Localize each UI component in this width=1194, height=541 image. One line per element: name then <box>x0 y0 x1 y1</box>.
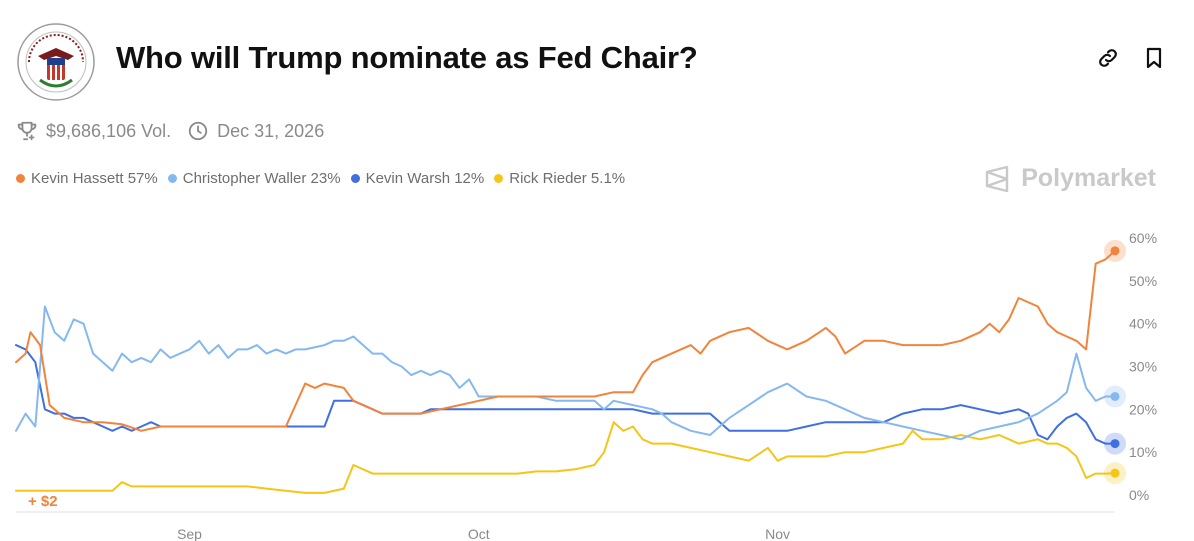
y-tick-label: 10% <box>1129 444 1157 460</box>
polymarket-logo-icon <box>986 165 1009 192</box>
polymarket-brand: Polymarket <box>983 164 1156 193</box>
x-axis: Sep Oct Nov <box>16 511 1115 541</box>
polymarket-brand-name: Polymarket <box>1021 164 1156 192</box>
x-tick-label: Sep <box>177 526 202 541</box>
legend-dot-hassett <box>16 174 25 183</box>
series-line-christopher-waller <box>15 305 1116 441</box>
legend-item-warsh[interactable]: Kevin Warsh 12% <box>350 170 485 187</box>
legend-label-rieder: Rick Rieder 5.1% <box>509 170 626 187</box>
legend-dot-warsh <box>350 174 360 183</box>
gain-annotation: + $2 <box>28 493 58 510</box>
series-line-rick-rieder <box>15 421 1116 494</box>
series-endpoints <box>1104 239 1126 485</box>
series-lines <box>15 249 1116 494</box>
clock-icon <box>188 121 208 141</box>
y-tick-label: 50% <box>1129 273 1157 289</box>
series-line-kevin-hassett <box>15 249 1116 432</box>
legend-dot-waller <box>167 174 177 183</box>
endpoint-dot-rick-rieder <box>1110 468 1120 478</box>
legend-dot-rieder <box>494 174 504 183</box>
page-title: Who will Trump nominate as Fed Chair? <box>116 40 698 75</box>
trophy-icon <box>17 121 37 141</box>
chart-gridlines: + $2 <box>16 489 94 510</box>
endpoint-dot-kevin-hassett <box>1110 246 1120 256</box>
y-axis: 60% 50% 40% 30% 20% 10% 0% <box>1129 230 1157 503</box>
legend-item-hassett[interactable]: Kevin Hassett 57% <box>16 170 158 187</box>
link-icon[interactable] <box>1096 46 1120 70</box>
y-tick-label: 20% <box>1129 401 1157 417</box>
x-tick-label: Nov <box>765 526 790 541</box>
x-tick-label: Oct <box>468 526 490 541</box>
fed-seal-logo <box>17 23 95 101</box>
legend-item-waller[interactable]: Christopher Waller 23% <box>167 170 341 187</box>
y-tick-label: 30% <box>1129 359 1157 375</box>
y-tick-label: 0% <box>1129 487 1149 503</box>
bookmark-icon[interactable] <box>1142 46 1166 70</box>
y-tick-label: 60% <box>1129 230 1157 246</box>
legend-label-waller: Christopher Waller 23% <box>182 170 341 187</box>
legend-label-warsh: Kevin Warsh 12% <box>365 170 485 187</box>
legend-item-rieder[interactable]: Rick Rieder 5.1% <box>494 170 625 187</box>
endpoint-dot-christopher-waller <box>1110 391 1120 401</box>
endpoint-dot-kevin-warsh <box>1110 439 1120 449</box>
y-tick-label: 40% <box>1129 316 1157 332</box>
end-date-text: Dec 31, 2026 <box>217 120 325 141</box>
volume-text: $9,686,106 Vol. <box>46 120 172 141</box>
legend-label-hassett: Kevin Hassett 57% <box>31 170 158 187</box>
series-line-kevin-warsh <box>15 344 1116 445</box>
chart-legend: Kevin Hassett 57% Christopher Waller 23%… <box>16 170 635 187</box>
